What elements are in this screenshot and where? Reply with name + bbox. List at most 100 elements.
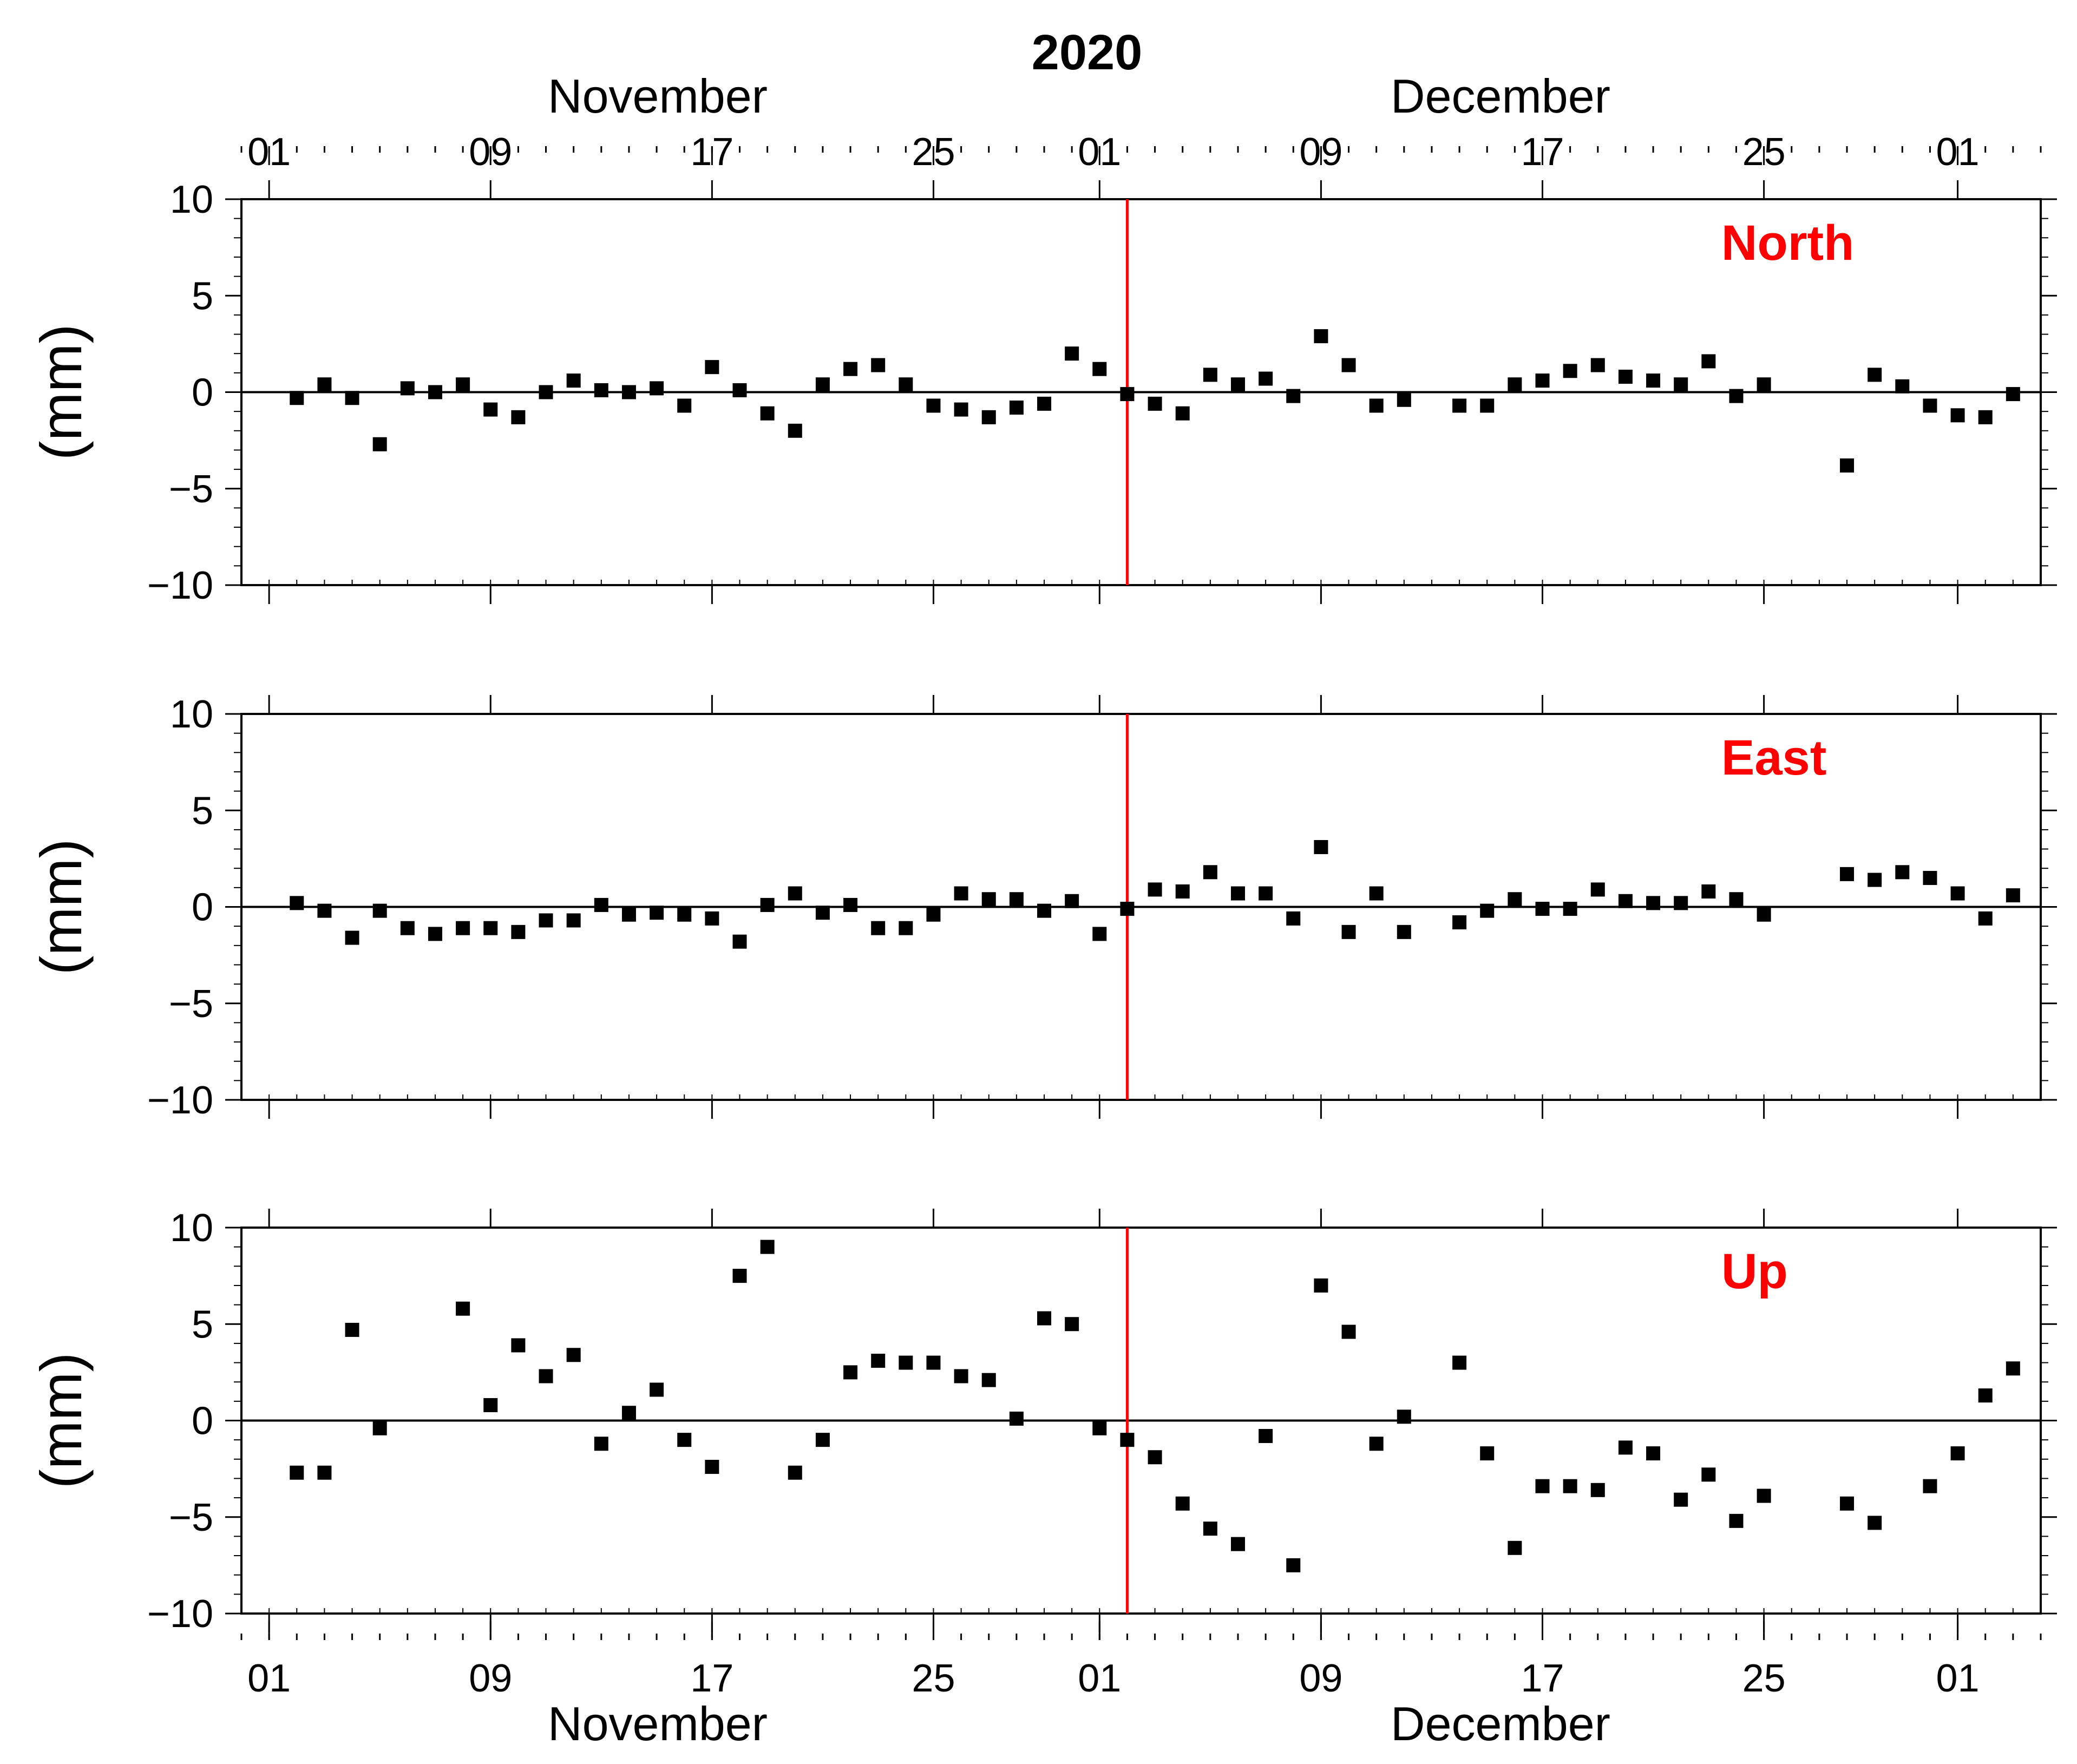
data-point (1092, 927, 1107, 941)
data-point (1009, 401, 1024, 415)
data-point (760, 1240, 775, 1254)
data-point (899, 921, 913, 935)
top-axis-tick-label: 09 (1299, 130, 1342, 174)
data-point (1286, 389, 1301, 403)
data-point (511, 1338, 526, 1353)
data-point (1978, 1388, 1993, 1403)
data-point (1148, 1450, 1162, 1465)
data-point (677, 907, 692, 922)
data-point (1286, 1558, 1301, 1572)
data-point (1674, 1492, 1688, 1507)
data-point (1923, 398, 1937, 413)
data-point (1397, 1409, 1411, 1424)
data-point (345, 1322, 359, 1337)
data-point (290, 1465, 304, 1480)
data-point (760, 897, 775, 912)
data-point (815, 1433, 830, 1447)
data-point (1840, 867, 1855, 881)
bottom-axis-tick-label: 01 (1936, 1657, 1980, 1700)
data-point (954, 402, 968, 417)
data-point (1259, 1429, 1273, 1444)
y-tick-label: 0 (192, 1400, 213, 1443)
data-point (732, 383, 747, 397)
bottom-axis-tick-label: 25 (912, 1657, 955, 1700)
data-point (428, 927, 442, 941)
data-point (981, 892, 996, 907)
y-axis-label: (mm) (28, 324, 94, 461)
bottom-axis-tick-label: 01 (1078, 1657, 1121, 1700)
data-point (621, 907, 636, 922)
y-tick-label: −5 (169, 982, 213, 1026)
data-point (1646, 373, 1661, 388)
data-point (1397, 924, 1411, 939)
bottom-axis-tick-label: 01 (247, 1657, 291, 1700)
data-point (1120, 1433, 1135, 1447)
data-point (1895, 865, 1910, 880)
data-point (1535, 902, 1550, 916)
data-point (1508, 892, 1522, 907)
data-point (1646, 896, 1661, 910)
data-point (1535, 373, 1550, 388)
data-point (1480, 398, 1495, 413)
data-point (926, 1355, 941, 1370)
data-point (290, 896, 304, 910)
top-axis-tick-label: 01 (1936, 130, 1980, 174)
top-axis-tick-label: 09 (469, 130, 512, 174)
y-axis-label: (mm) (28, 839, 94, 975)
data-point (1729, 389, 1744, 403)
data-point (760, 406, 775, 421)
y-tick-label: −5 (169, 1496, 213, 1539)
top-axis-tick-label: 01 (1078, 130, 1121, 174)
data-point (1314, 1278, 1328, 1293)
data-point (788, 886, 802, 901)
data-point (1840, 458, 1855, 473)
bottom-axis-tick-label: 09 (469, 1657, 512, 1700)
data-point (1175, 406, 1190, 421)
data-point (1950, 886, 1965, 901)
data-point (1868, 873, 1882, 887)
data-point (290, 391, 304, 405)
data-point (650, 381, 664, 396)
data-point (594, 383, 608, 397)
panel-label: North (1721, 215, 1854, 271)
data-point (1923, 871, 1937, 886)
data-point (871, 358, 886, 372)
data-point (456, 377, 470, 392)
data-point (1452, 398, 1467, 413)
data-point (1148, 882, 1162, 897)
y-tick-label: 5 (192, 1303, 213, 1346)
data-point (1397, 392, 1411, 407)
top-axis-tick-label: 17 (1521, 130, 1564, 174)
data-point (926, 398, 941, 413)
data-point (1729, 1513, 1744, 1528)
y-tick-label: 10 (170, 1206, 213, 1250)
data-point (871, 1353, 886, 1368)
data-point (1563, 902, 1577, 916)
data-point (1978, 410, 1993, 424)
top-date-axis: 01 09 17 25 01 09 17 25 01 (240, 130, 2042, 174)
data-point (1701, 1467, 1716, 1482)
data-point (400, 921, 415, 935)
data-point (1230, 1537, 1245, 1551)
data-point (566, 1348, 581, 1362)
bottom-month-label-november: November (548, 1697, 768, 1750)
data-point (1508, 377, 1522, 392)
y-tick-label: 5 (192, 789, 213, 832)
top-axis-tick-label: 25 (1742, 130, 1786, 174)
data-point (705, 360, 719, 375)
data-point (1563, 1479, 1577, 1493)
top-month-label-november: November (548, 69, 768, 123)
data-point (1037, 903, 1052, 918)
data-point (1120, 387, 1135, 402)
data-point (1369, 886, 1384, 901)
data-point (1535, 1479, 1550, 1493)
y-tick-label: 0 (192, 886, 213, 929)
data-point (954, 886, 968, 901)
data-point (1203, 1522, 1217, 1536)
data-point (1314, 840, 1328, 854)
y-tick-label: −5 (169, 468, 213, 511)
data-point (483, 921, 498, 935)
data-point (1259, 371, 1273, 386)
data-point (926, 907, 941, 922)
